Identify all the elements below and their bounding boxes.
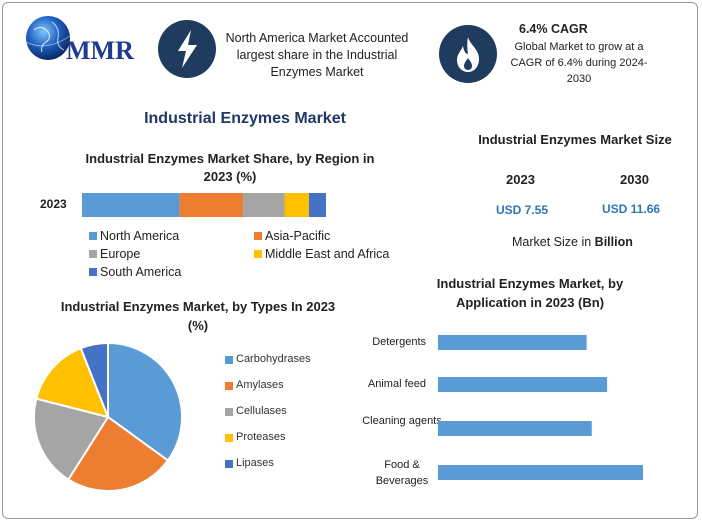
- application-label-food-and-beverages: Food & Beverages: [375, 458, 429, 487]
- types-legend-swatch-lipases: [225, 460, 233, 468]
- legend-swatch-north-america: [89, 232, 97, 240]
- application-bar-cleaning-agents: [438, 421, 592, 436]
- pie-slice-amylases: [66, 415, 170, 492]
- region-category-label: 2023: [40, 197, 67, 211]
- market-size-value-2030: USD 11.66: [602, 202, 661, 216]
- legend-middle-east-africa: Middle East and Africa: [265, 247, 390, 261]
- unit-note-bold: Billion: [594, 235, 633, 249]
- globe-icon: [25, 16, 71, 60]
- types-legend-lipases: Lipases: [236, 457, 274, 469]
- market-size-title: Industrial Enzymes Market Size: [478, 132, 672, 147]
- region-stacked-bar: [82, 193, 326, 217]
- legend-europe: Europe: [100, 247, 141, 261]
- region-bar-segment-europe: [243, 193, 285, 217]
- legend-north-america: North America: [100, 229, 180, 243]
- flame-icon: [457, 37, 479, 72]
- region-bar-segment-middle-east-and-africa: [284, 193, 309, 217]
- pie-slice-carbohydrases: [107, 341, 183, 462]
- types-legend-swatch-proteases: [225, 434, 233, 442]
- application-bar-detergents: [438, 335, 587, 350]
- types-legend-amylases: Amylases: [236, 379, 284, 391]
- legend-swatch-asia-pacific: [254, 232, 262, 240]
- region-bar-segment-asia-pacific: [179, 193, 244, 217]
- cagr-text: Global Market to grow at a CAGR of 6.4% …: [510, 41, 648, 85]
- lightning-badge: [158, 20, 216, 78]
- brand-name: MMR: [66, 36, 134, 65]
- application-bar-animal-feed: [438, 377, 608, 392]
- cagr-title: 6.4% CAGR: [519, 22, 588, 36]
- pie-slice-proteases: [35, 346, 110, 419]
- market-size-year-2023: 2023: [506, 172, 535, 187]
- market-size-year-2030: 2030: [620, 172, 649, 187]
- region-bar-segment-south-america: [308, 193, 326, 217]
- types-chart-title: Industrial Enzymes Market, by Types In 2…: [60, 299, 336, 333]
- legend-south-america: South America: [100, 265, 182, 279]
- types-pie-chart: [33, 341, 183, 492]
- application-bar-chart: [438, 335, 643, 480]
- legend-swatch-south-america: [89, 268, 97, 276]
- lightning-icon: [178, 30, 197, 68]
- legend-swatch-europe: [89, 250, 97, 258]
- legend-swatch-middle-east-africa: [254, 250, 262, 258]
- market-size-unit-note: Market Size in Billion: [512, 235, 633, 249]
- brand-logo: MMR: [22, 12, 142, 68]
- market-size-value-2023: USD 7.55: [496, 203, 549, 217]
- legend-asia-pacific: Asia-Pacific: [265, 229, 331, 243]
- types-legend-swatch-amylases: [225, 382, 233, 390]
- types-legend-swatch-cellulases: [225, 408, 233, 416]
- types-legend-swatch-carbohydrases: [225, 356, 233, 364]
- main-title: Industrial Enzymes Market: [144, 110, 346, 127]
- region-chart-title: Industrial Enzymes Market Share, by Regi…: [85, 151, 375, 184]
- flame-badge: [439, 25, 497, 83]
- types-legend-cellulases: Cellulases: [236, 405, 287, 417]
- application-label-animal-feed: Animal feed: [367, 377, 426, 390]
- types-legend-proteases: Proteases: [236, 431, 286, 443]
- application-chart-title: Industrial Enzymes Market, by Applicatio…: [436, 276, 624, 310]
- application-bar-food-and-beverages: [438, 465, 643, 480]
- types-legend-carbohydrases: Carbohydrases: [236, 353, 311, 365]
- region-bar-segment-north-america: [82, 193, 180, 217]
- pie-slice-lipases: [79, 341, 109, 418]
- pie-slice-cellulases: [33, 397, 110, 481]
- unit-note-prefix: Market Size in: [512, 235, 595, 249]
- application-label-detergents: Detergents: [372, 335, 426, 348]
- north-america-callout: North America Market Accounted largest s…: [225, 31, 409, 79]
- application-label-cleaning-agents: Cleaning agents: [362, 414, 442, 427]
